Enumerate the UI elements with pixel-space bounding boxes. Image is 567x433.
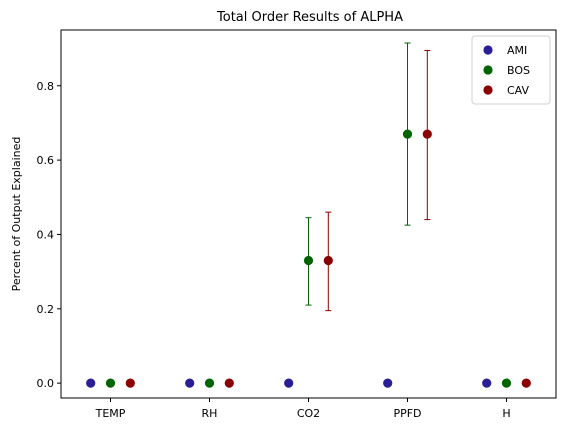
legend-label: CAV: [507, 84, 530, 97]
axes: TEMP RH CO2 PPFD H 0.0 0.2 0.4 0.6 0.8: [37, 29, 557, 420]
data-point-bos-temp: [105, 378, 116, 388]
legend: AMI BOS CAV: [471, 35, 551, 105]
data-point-cav-temp: [125, 378, 135, 388]
x-tick-label: RH: [202, 407, 218, 420]
data-point-ami-rh: [185, 378, 195, 388]
chart-title: Total Order Results of ALPHA: [216, 10, 403, 25]
data-point-bos-ppfd: [402, 129, 413, 139]
y-axis-label: Percent of Output Explained: [10, 137, 23, 292]
y-tick-label: 0.8: [37, 80, 55, 93]
y-tick-label: 0.4: [37, 228, 55, 241]
legend-marker: [483, 85, 493, 95]
legend-frame: [471, 35, 551, 105]
x-tick-label: H: [502, 407, 510, 420]
data-point-cav-ppfd: [422, 129, 432, 139]
data-point-ami-co2: [284, 378, 294, 388]
data-point-cav-co2: [323, 255, 333, 266]
plot-area: [86, 42, 531, 388]
x-tick-label: CO2: [297, 407, 320, 420]
legend-marker: [483, 65, 493, 75]
data-point-ami-ppfd: [383, 378, 393, 388]
legend-label: AMI: [507, 44, 527, 57]
data-point-bos-h: [501, 378, 512, 388]
y-tick-label: 0.6: [37, 154, 55, 167]
legend-label: BOS: [507, 64, 530, 77]
data-point-cav-rh: [224, 378, 234, 388]
x-tick-label: TEMP: [95, 407, 126, 420]
data-point-bos-rh: [204, 378, 215, 388]
data-point-ami-h: [482, 378, 492, 388]
legend-entry-cav: CAV: [483, 84, 530, 97]
y-tick-label: 0.2: [37, 303, 55, 316]
legend-entry-ami: AMI: [483, 44, 527, 57]
x-tick-label: PPFD: [393, 407, 421, 420]
data-point-ami-temp: [86, 378, 96, 388]
y-tick-label: 0.0: [37, 377, 55, 390]
legend-marker: [483, 45, 493, 55]
legend-entry-bos: BOS: [483, 64, 530, 77]
data-point-bos-co2: [303, 255, 314, 266]
data-point-cav-h: [521, 378, 531, 388]
